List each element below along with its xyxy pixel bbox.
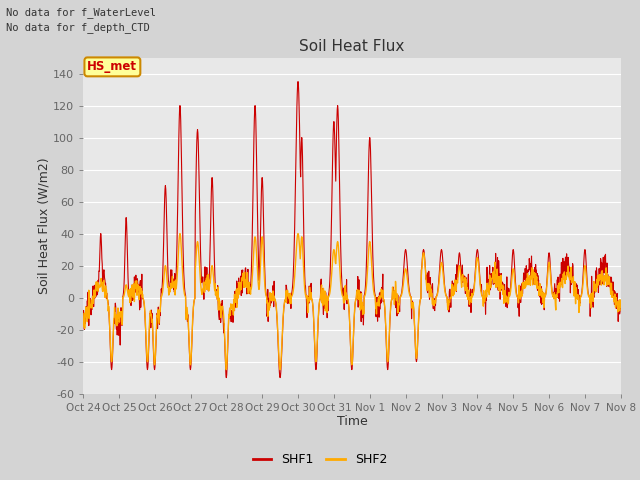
SHF1 [554, 294, 561, 300]
Title: Soil Heat Flux: Soil Heat Flux [300, 39, 404, 54]
Text: No data for f_WaterLevel: No data for f_WaterLevel [6, 7, 156, 18]
SHF1 [294, 79, 302, 84]
SHF1 [223, 375, 230, 381]
Line: SHF2: SHF2 [83, 234, 621, 370]
Line: SHF1: SHF1 [83, 82, 621, 378]
SHF2 [79, 324, 87, 330]
SHF1 [199, 274, 207, 280]
Y-axis label: Soil Heat Flux (W/m2): Soil Heat Flux (W/m2) [37, 157, 51, 294]
SHF2 [199, 285, 207, 291]
Legend: SHF1, SHF2: SHF1, SHF2 [248, 448, 392, 471]
SHF2 [186, 360, 194, 366]
SHF1 [259, 204, 267, 210]
SHF2 [554, 289, 561, 295]
Text: HS_met: HS_met [88, 60, 138, 73]
SHF2 [506, 291, 514, 297]
SHF2 [260, 258, 268, 264]
SHF2 [223, 367, 230, 372]
SHF2 [617, 304, 625, 310]
SHF1 [617, 305, 625, 311]
SHF1 [436, 260, 444, 265]
Text: No data for f_depth_CTD: No data for f_depth_CTD [6, 22, 150, 33]
SHF2 [436, 269, 444, 275]
SHF1 [79, 312, 87, 317]
SHF2 [176, 231, 184, 237]
X-axis label: Time: Time [337, 415, 367, 429]
SHF1 [506, 288, 514, 294]
SHF1 [186, 358, 193, 364]
